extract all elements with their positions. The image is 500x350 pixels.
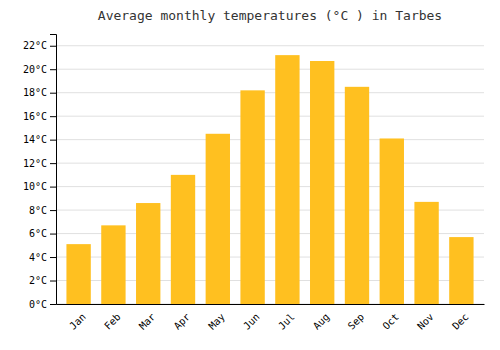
tick: 22°C bbox=[23, 40, 56, 51]
tick-label: 16°C bbox=[23, 111, 47, 122]
tick: Jul bbox=[276, 311, 297, 332]
tick: 20°C bbox=[23, 64, 56, 75]
tick-mark bbox=[50, 234, 56, 235]
bar bbox=[345, 87, 369, 304]
bar bbox=[240, 90, 264, 304]
tick: Oct bbox=[380, 311, 401, 332]
grid-line bbox=[56, 45, 484, 46]
bar bbox=[449, 237, 473, 304]
bar bbox=[380, 138, 404, 304]
grid-line bbox=[56, 92, 484, 93]
tick: Dec bbox=[450, 311, 471, 332]
axis-line bbox=[57, 304, 485, 305]
tick-label: 0°C bbox=[29, 299, 47, 310]
tick: 10°C bbox=[23, 181, 56, 192]
bar bbox=[414, 202, 438, 304]
plot: 0°C 2°C 4°C 6°C 8°C 10°C 12°C 14°C 16°C 18°C 20°C 2… bbox=[23, 35, 485, 332]
bar bbox=[136, 203, 160, 304]
bar bbox=[171, 175, 195, 304]
tick-label: 2°C bbox=[29, 275, 47, 286]
tick-mark bbox=[50, 46, 56, 47]
tick: 8°C bbox=[29, 205, 56, 216]
tick-mark bbox=[50, 210, 56, 211]
bars bbox=[66, 55, 473, 304]
tick-mark bbox=[50, 69, 56, 70]
x-axis: Jan Feb Mar Apr May Jun Jul Aug Sep Oct Nov Dec bbox=[57, 305, 485, 332]
grid-line bbox=[56, 69, 484, 70]
tick-mark bbox=[50, 163, 56, 164]
tick-label: 4°C bbox=[29, 252, 47, 263]
bar bbox=[101, 225, 125, 304]
tick-label: Sep bbox=[346, 311, 367, 332]
grid-line bbox=[56, 186, 484, 187]
axis-line bbox=[50, 35, 57, 305]
tick: Jun bbox=[241, 311, 262, 332]
tick-label: Jun bbox=[241, 311, 262, 332]
tick-label: Jan bbox=[67, 311, 88, 332]
tick: Mar bbox=[137, 311, 158, 332]
tick: 6°C bbox=[29, 228, 56, 239]
tick-label: May bbox=[206, 311, 227, 332]
bar bbox=[275, 55, 299, 304]
bar bbox=[66, 244, 90, 304]
tick-label: Dec bbox=[450, 311, 471, 332]
grid-line bbox=[56, 163, 484, 164]
tick: 0°C bbox=[29, 299, 56, 310]
tick-mark bbox=[50, 116, 56, 117]
tick-label: 20°C bbox=[23, 64, 47, 75]
tick-label: 12°C bbox=[23, 158, 47, 169]
tick: Nov bbox=[415, 311, 436, 332]
tick-label: Feb bbox=[102, 311, 123, 332]
tick-label: Apr bbox=[172, 311, 193, 332]
bar bbox=[310, 61, 334, 304]
tick-label: Nov bbox=[415, 311, 436, 332]
tick-label: 22°C bbox=[23, 40, 47, 51]
tick: Sep bbox=[346, 311, 367, 332]
tick-mark bbox=[50, 93, 56, 94]
grid bbox=[56, 46, 484, 304]
tick: Apr bbox=[172, 311, 193, 332]
tick-label: 8°C bbox=[29, 205, 47, 216]
tick: Aug bbox=[311, 311, 332, 332]
tick: 18°C bbox=[23, 87, 56, 98]
grid-line bbox=[56, 116, 484, 117]
tick-label: Jul bbox=[276, 311, 297, 332]
tick: 2°C bbox=[29, 275, 56, 286]
tick-label: 14°C bbox=[23, 134, 47, 145]
chart: Average monthly temperatures (°C ) in Ta… bbox=[0, 0, 500, 350]
tick-label: 18°C bbox=[23, 87, 47, 98]
tick: Feb bbox=[102, 311, 123, 332]
bar bbox=[206, 134, 230, 304]
tick-mark bbox=[50, 140, 56, 141]
tick-mark bbox=[50, 257, 56, 258]
tick-label: Aug bbox=[311, 311, 332, 332]
tick-label: 6°C bbox=[29, 228, 47, 239]
tick-mark bbox=[50, 281, 56, 282]
tick-label: 10°C bbox=[23, 181, 47, 192]
tick-label: Mar bbox=[137, 311, 158, 332]
tick-mark bbox=[50, 187, 56, 188]
tick-mark bbox=[50, 304, 56, 305]
tick: 12°C bbox=[23, 158, 56, 169]
tick: 4°C bbox=[29, 252, 56, 263]
y-axis: 0°C 2°C 4°C 6°C 8°C 10°C 12°C 14°C 16°C 18°C 20°C 2… bbox=[23, 35, 57, 310]
tick: Jan bbox=[67, 311, 88, 332]
tick: 16°C bbox=[23, 111, 56, 122]
tick: May bbox=[206, 311, 227, 332]
tick: 14°C bbox=[23, 134, 56, 145]
title: Average monthly temperatures (°C ) in Ta… bbox=[98, 8, 442, 23]
grid-line bbox=[56, 139, 484, 140]
tick-label: Oct bbox=[380, 311, 401, 332]
